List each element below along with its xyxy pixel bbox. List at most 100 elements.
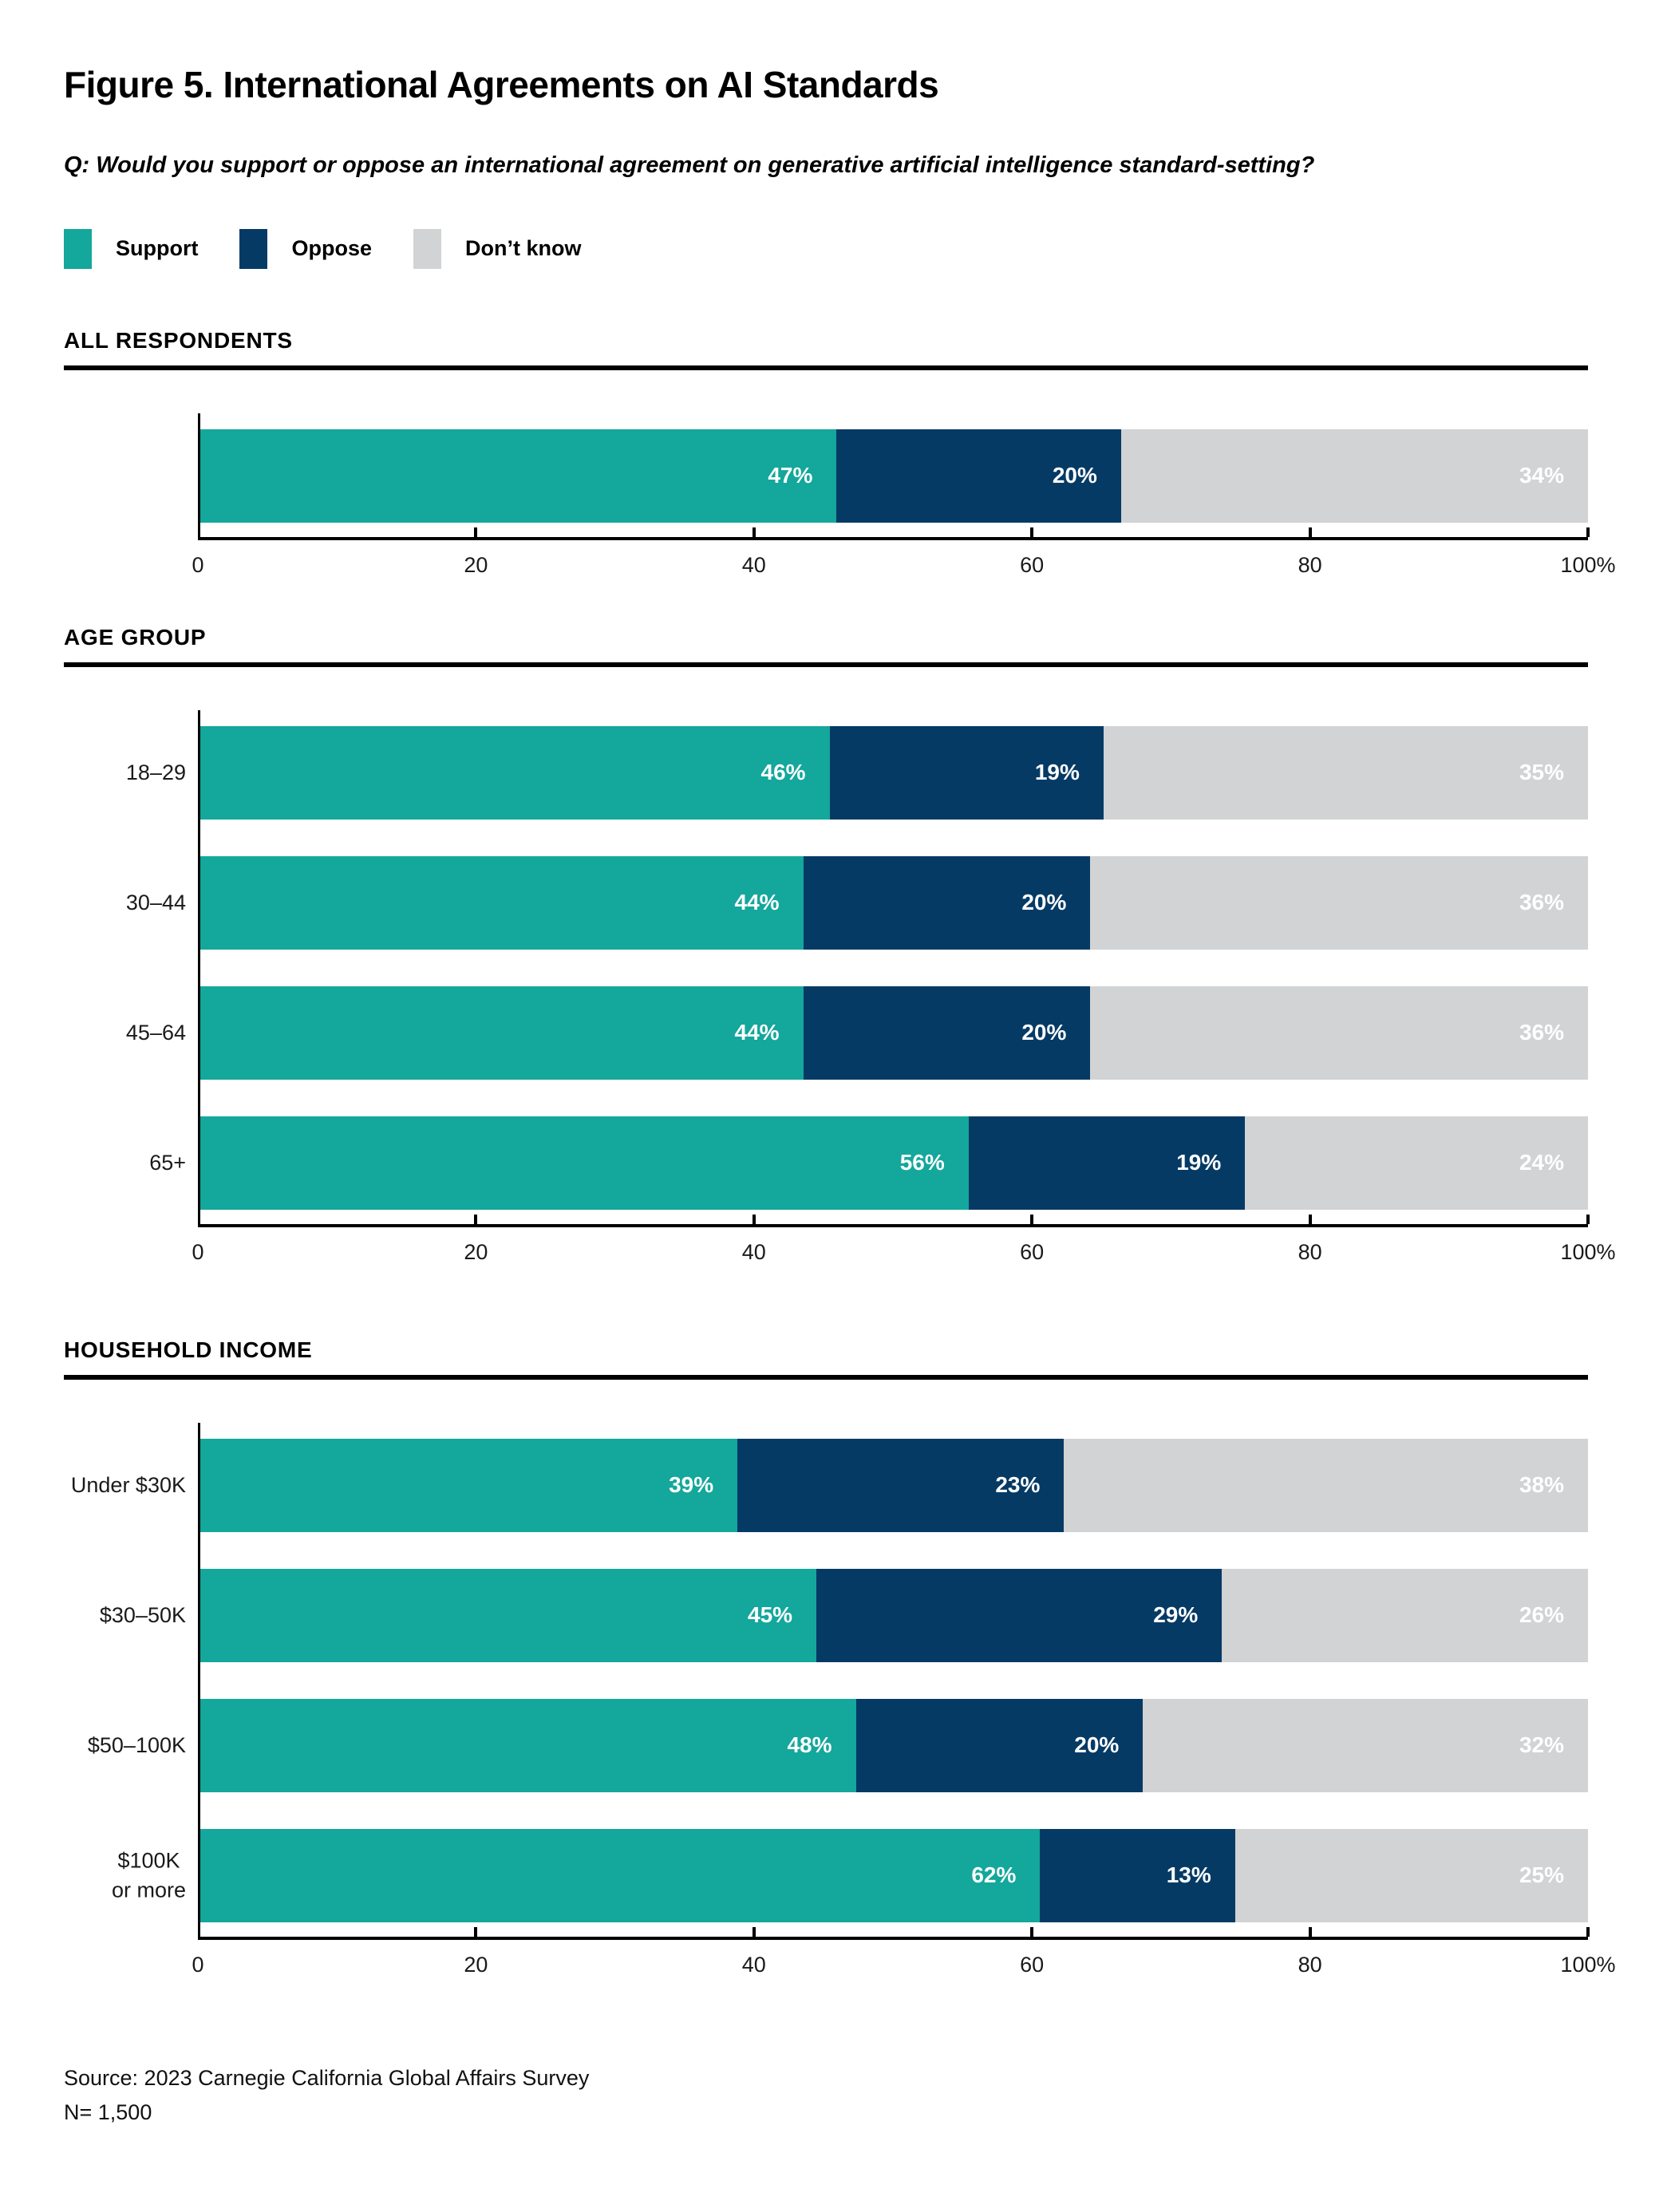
bar-row: 18–29 46% 19% 35%: [126, 725, 1589, 820]
legend-item-support: Support: [64, 228, 198, 269]
chart-household-income: Under $30K 39% 23% 38% $30–50K 45% 29% 26% $50–1…: [64, 1422, 1616, 1981]
bar-segment-support: 47%: [200, 429, 837, 523]
axis-tick: [752, 1214, 756, 1224]
bar-value-label: 46%: [760, 760, 806, 785]
axis-tick: [474, 1926, 478, 1937]
section-rule: [64, 1374, 1588, 1380]
row-label: 18–29: [125, 760, 186, 784]
bar-segment-don-t-know: 36%: [1090, 986, 1588, 1080]
bar-value-label: 62%: [971, 1862, 1017, 1888]
axis-tick-label: 100%: [1560, 1952, 1616, 1977]
x-axis: [198, 527, 1590, 540]
row-label: 30–44: [125, 890, 186, 914]
bar-segment-don-t-know: 35%: [1103, 725, 1589, 820]
row-label: 65+: [149, 1150, 186, 1175]
legend-item-dont-know: Don’t know: [413, 228, 582, 269]
axis-tick-label: 60: [1020, 552, 1045, 577]
axis-tick-label: 0: [192, 1952, 204, 1977]
bar-value-label: 20%: [1074, 1732, 1120, 1758]
axis-tick: [474, 527, 478, 537]
bar-value-label: 26%: [1519, 1602, 1564, 1628]
bar-value-label: 24%: [1519, 1150, 1564, 1175]
row-label: Under $30K: [70, 1472, 186, 1497]
plot-area: Under $30K 39% 23% 38% $30–50K 45% 29% 26% $50–1…: [71, 1422, 1616, 1981]
axis-tick: [1030, 1926, 1034, 1937]
bar-segment-support: 39%: [200, 1438, 738, 1532]
bar-segment-oppose: 29%: [816, 1568, 1223, 1662]
section-header-age-group: AGE GROUP: [64, 624, 207, 650]
axis-tick: [1308, 527, 1312, 537]
legend: Support Oppose Don’t know: [64, 228, 1588, 269]
source-line: Source: 2023 Carnegie California Global …: [64, 2065, 590, 2090]
chart-age-group: 18–29 46% 19% 35% 30–44 44% 20% 36% 45–64 44% 20% 3…: [64, 709, 1616, 1269]
axis-tick: [1308, 1926, 1312, 1937]
axis-tick-label: 20: [464, 1239, 488, 1264]
section-header-household-income: HOUSEHOLD INCOME: [64, 1337, 313, 1362]
axis-tick-label: 40: [741, 1952, 766, 1977]
row-label: $30–50K: [99, 1602, 186, 1627]
bar-segment-don-t-know: 25%: [1234, 1828, 1588, 1922]
bar-rows: 47% 20% 34%: [198, 413, 1588, 537]
legend-label-dont-know: Don’t know: [465, 236, 582, 261]
bar-value-label: 19%: [1034, 760, 1080, 785]
bar-row: $30–50K 45% 29% 26%: [100, 1568, 1588, 1662]
bar-row: 65+ 56% 19% 24%: [149, 1116, 1588, 1210]
bar-segment-don-t-know: 24%: [1245, 1116, 1588, 1210]
section-age-group: AGE GROUP 18–29 46% 19% 35% 30–44 44% 20% 36% 45…: [64, 624, 1616, 1269]
bar-value-label: 34%: [1519, 463, 1564, 488]
bar-value-label: 44%: [734, 1020, 780, 1045]
bar-rows: Under $30K 39% 23% 38% $30–50K 45% 29% 26% $50–1…: [71, 1422, 1588, 1937]
bar-segment-oppose: 20%: [836, 429, 1121, 523]
bar-segment-oppose: 20%: [855, 1698, 1144, 1792]
axis-tick-label: 20: [464, 552, 488, 577]
bar-segment-support: 45%: [200, 1568, 817, 1662]
row-label: $50–100K: [87, 1732, 186, 1757]
bar-rows: 18–29 46% 19% 35% 30–44 44% 20% 36% 45–64 44% 20% 3…: [126, 709, 1589, 1224]
section-all-respondents: ALL RESPONDENTS 47% 20% 34% 0 20 40 60 80 100%: [64, 327, 1616, 582]
axis-tick-label: 40: [741, 1239, 766, 1264]
axis-tick: [474, 1214, 478, 1224]
bar-segment-don-t-know: 36%: [1090, 855, 1588, 950]
bar-row: Under $30K 39% 23% 38%: [71, 1438, 1588, 1532]
bar-value-label: 39%: [669, 1472, 714, 1498]
axis-tick: [1308, 1214, 1312, 1224]
section-header-all-respondents: ALL RESPONDENTS: [64, 327, 293, 353]
bar-value-label: 25%: [1519, 1862, 1564, 1888]
bar-value-label: 36%: [1519, 890, 1564, 915]
bar-segment-support: 46%: [200, 725, 830, 820]
bar-segment-don-t-know: 38%: [1064, 1438, 1588, 1532]
bar-row: $100K or more 62% 13% 25%: [112, 1828, 1588, 1922]
support-swatch-icon: [64, 228, 92, 269]
row-label: $100K or more: [111, 1848, 186, 1902]
bar-segment-support: 62%: [200, 1828, 1041, 1922]
legend-item-oppose: Oppose: [239, 228, 372, 269]
dont-know-swatch-icon: [413, 228, 441, 269]
axis-tick-label: 80: [1298, 1952, 1322, 1977]
axis-tick: [1586, 527, 1590, 537]
x-axis: [198, 1926, 1590, 1940]
bar-row: $50–100K 48% 20% 32%: [88, 1698, 1588, 1792]
axis-tick-label: 40: [741, 552, 766, 577]
bar-value-label: 32%: [1519, 1732, 1564, 1758]
legend-label-oppose: Oppose: [291, 236, 372, 261]
axis-tick: [1030, 527, 1034, 537]
bar-row: 30–44 44% 20% 36%: [126, 855, 1588, 950]
bar-row: 45–64 44% 20% 36%: [126, 986, 1588, 1080]
plot-area: 18–29 46% 19% 35% 30–44 44% 20% 36% 45–64 44% 20% 3…: [126, 709, 1616, 1269]
bar-value-label: 20%: [1021, 1020, 1067, 1045]
bar-value-label: 47%: [768, 463, 813, 488]
bar-segment-don-t-know: 26%: [1222, 1568, 1588, 1662]
section-household-income: HOUSEHOLD INCOME Under $30K 39% 23% 38% $30–…: [64, 1337, 1616, 1981]
bar-value-label: 48%: [787, 1732, 832, 1758]
bar-segment-oppose: 13%: [1040, 1828, 1235, 1922]
bar-segment-oppose: 23%: [737, 1438, 1065, 1532]
bar-row: 47% 20% 34%: [200, 429, 1588, 523]
bar-value-label: 20%: [1052, 463, 1097, 488]
bar-segment-support: 44%: [200, 986, 804, 1080]
bar-value-label: 56%: [899, 1150, 945, 1175]
bar-value-label: 35%: [1519, 760, 1565, 785]
axis-tick-label: 20: [464, 1952, 488, 1977]
bar-segment-oppose: 19%: [829, 725, 1104, 820]
bar-value-label: 45%: [748, 1602, 793, 1628]
